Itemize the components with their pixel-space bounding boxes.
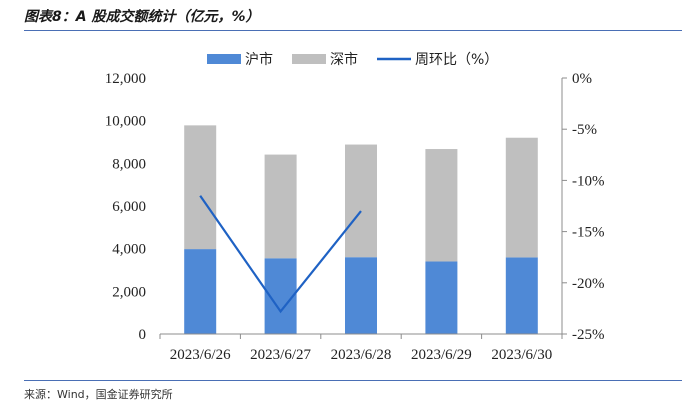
y-right-tick-label: 0%: [572, 71, 592, 87]
bars: [184, 125, 538, 334]
chart: 沪市 深市 周环比（%） 0 2,000 4,000 6,000 8,000 10,000 12…: [105, 51, 605, 363]
legend-swatch-0: [207, 54, 241, 64]
legend-label-0: 沪市: [245, 51, 273, 68]
axes: 0 2,000 4,000 6,000 8,000 10,000 12,000 -25% -20…: [105, 71, 605, 363]
y-right-tick-label: -15%: [572, 225, 605, 241]
wow-line: [199, 195, 362, 314]
y-left-tick-label: 12,000: [105, 71, 146, 87]
chart-title: 图表8：A 股成交额统计（亿元，%）: [24, 9, 260, 25]
x-tick-label: 2023/6/29: [411, 347, 472, 363]
y-left-tick-label: 8,000: [112, 156, 146, 172]
source-note: 来源：Wind，国金证券研究所: [24, 388, 173, 401]
bar-sz-2023/6/27: [264, 154, 297, 259]
y-right-tick-label: -25%: [572, 327, 605, 343]
y-left-tick-label: 2,000: [112, 284, 146, 300]
bar-sz-2023/6/28: [345, 144, 377, 258]
legend-label-2: 周环比（%）: [415, 52, 498, 68]
footer-divider: [24, 380, 682, 381]
y-right-tick-label: -10%: [572, 173, 605, 189]
bar-sh-2023/6/29: [425, 261, 458, 334]
x-tick-label: 2023/6/28: [331, 347, 392, 363]
bar-sh-2023/6/26: [184, 249, 217, 334]
y-left-tick-label: 0: [139, 327, 147, 343]
bar-sz-2023/6/30: [505, 137, 538, 258]
x-tick-label: 2023/6/30: [491, 347, 552, 363]
bar-sh-2023/6/28: [345, 257, 377, 334]
legend-swatch-1: [292, 54, 326, 64]
bar-sh-2023/6/30: [505, 257, 538, 334]
bar-sz-2023/6/26: [184, 125, 217, 250]
bar-sz-2023/6/29: [425, 149, 458, 262]
x-tick-label: 2023/6/26: [170, 347, 231, 363]
y-left-tick-label: 4,000: [112, 242, 146, 258]
title-divider: [24, 30, 682, 31]
x-tick-label: 2023/6/27: [250, 347, 311, 363]
y-left-tick-label: 10,000: [105, 114, 146, 130]
legend-label-1: 深市: [330, 51, 358, 68]
legend: 沪市 深市 周环比（%）: [207, 51, 498, 68]
y-left-tick-label: 6,000: [112, 199, 146, 215]
y-right-tick-label: -5%: [572, 122, 597, 138]
y-right-tick-label: -20%: [572, 276, 605, 292]
